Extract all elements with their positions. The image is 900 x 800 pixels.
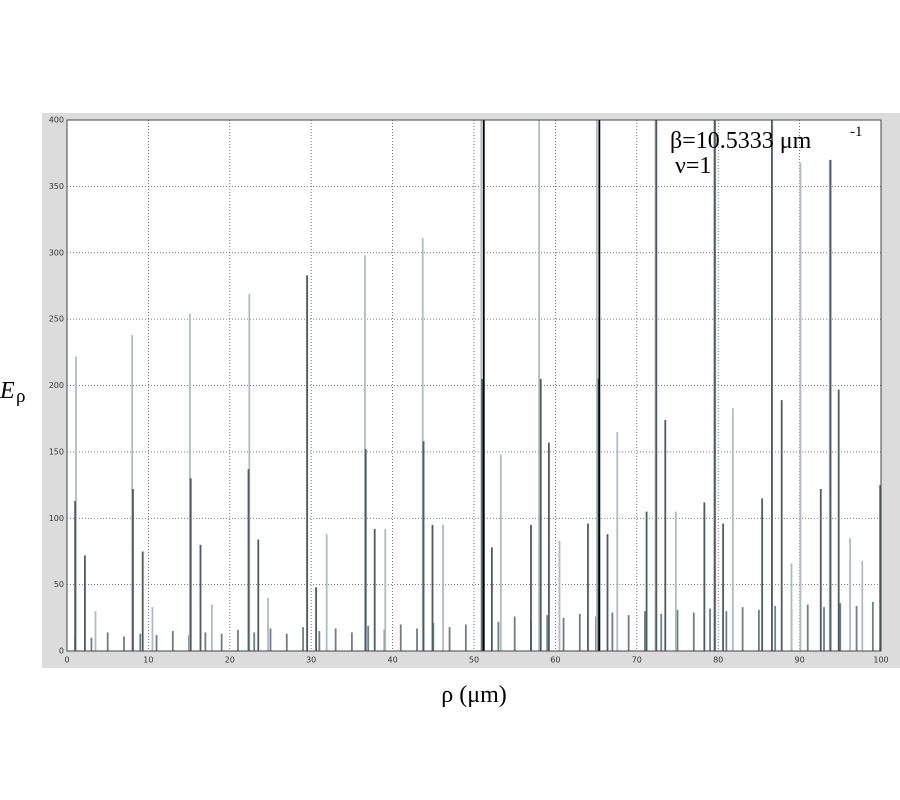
y-tick-label: 100	[49, 514, 64, 523]
annotation: ν=1	[675, 153, 711, 179]
y-tick-label: 250	[49, 315, 64, 324]
x-tick-label: 30	[306, 656, 316, 665]
y-tick-label: 0	[59, 647, 64, 656]
y-axis-label-sub: ρ	[16, 386, 25, 407]
y-tick-label: 350	[49, 182, 64, 191]
x-tick-label: 10	[143, 656, 153, 665]
x-tick-label: 100	[873, 656, 888, 665]
annotation: β=10.5333 μm	[670, 128, 812, 154]
x-tick-label: 70	[632, 656, 642, 665]
y-tick-label: 150	[49, 447, 64, 456]
x-tick-label: 40	[388, 656, 398, 665]
y-tick-label: 400	[49, 116, 64, 125]
y-tick-label: 50	[54, 580, 64, 589]
x-axis-label: ρ (μm)	[441, 682, 507, 708]
y-tick-label: 200	[49, 381, 64, 390]
x-tick-label: 50	[469, 656, 479, 665]
x-tick-label: 0	[64, 656, 69, 665]
x-tick-label: 90	[795, 656, 805, 665]
annotation-sup: -1	[850, 124, 863, 140]
x-tick-label: 80	[713, 656, 723, 665]
x-tick-label: 20	[225, 656, 235, 665]
y-axis-label: E	[0, 378, 15, 404]
y-tick-label: 300	[49, 248, 64, 257]
plot-border	[66, 119, 882, 652]
x-tick-label: 60	[550, 656, 560, 665]
